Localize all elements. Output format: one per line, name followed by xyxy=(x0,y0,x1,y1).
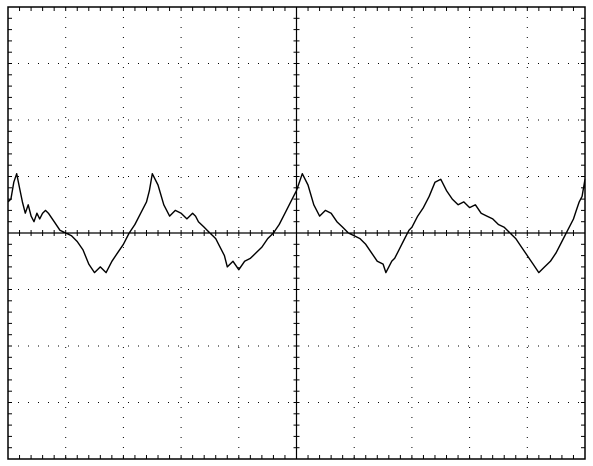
plot-frame xyxy=(7,6,586,460)
waveform-trace xyxy=(7,172,586,274)
